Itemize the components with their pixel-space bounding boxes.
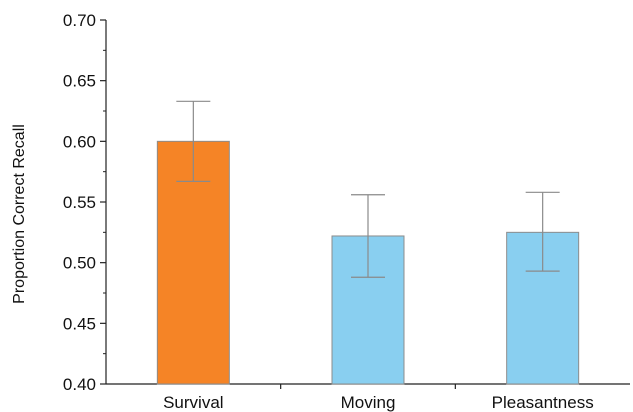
error-bars-group [176, 100, 560, 278]
y-tick-label: 0.50 [63, 254, 96, 273]
y-axis-title: Proportion Correct Recall [11, 124, 28, 304]
y-tick-label: 0.60 [63, 132, 96, 151]
y-tick-label: 0.40 [63, 375, 96, 394]
tick-labels-group: 0.40 0.45 0.50 0.55 0.60 0.65 0.70 Survival Movi… [63, 11, 594, 412]
y-tick-label: 0.45 [63, 314, 96, 333]
x-tick-label: Pleasantness [492, 393, 594, 412]
y-tick-label: 0.70 [63, 11, 96, 30]
y-tick-label: 0.55 [63, 193, 96, 212]
x-tick-label: Survival [163, 393, 223, 412]
x-tick-label: Moving [341, 393, 396, 412]
y-tick-label: 0.65 [63, 72, 96, 91]
